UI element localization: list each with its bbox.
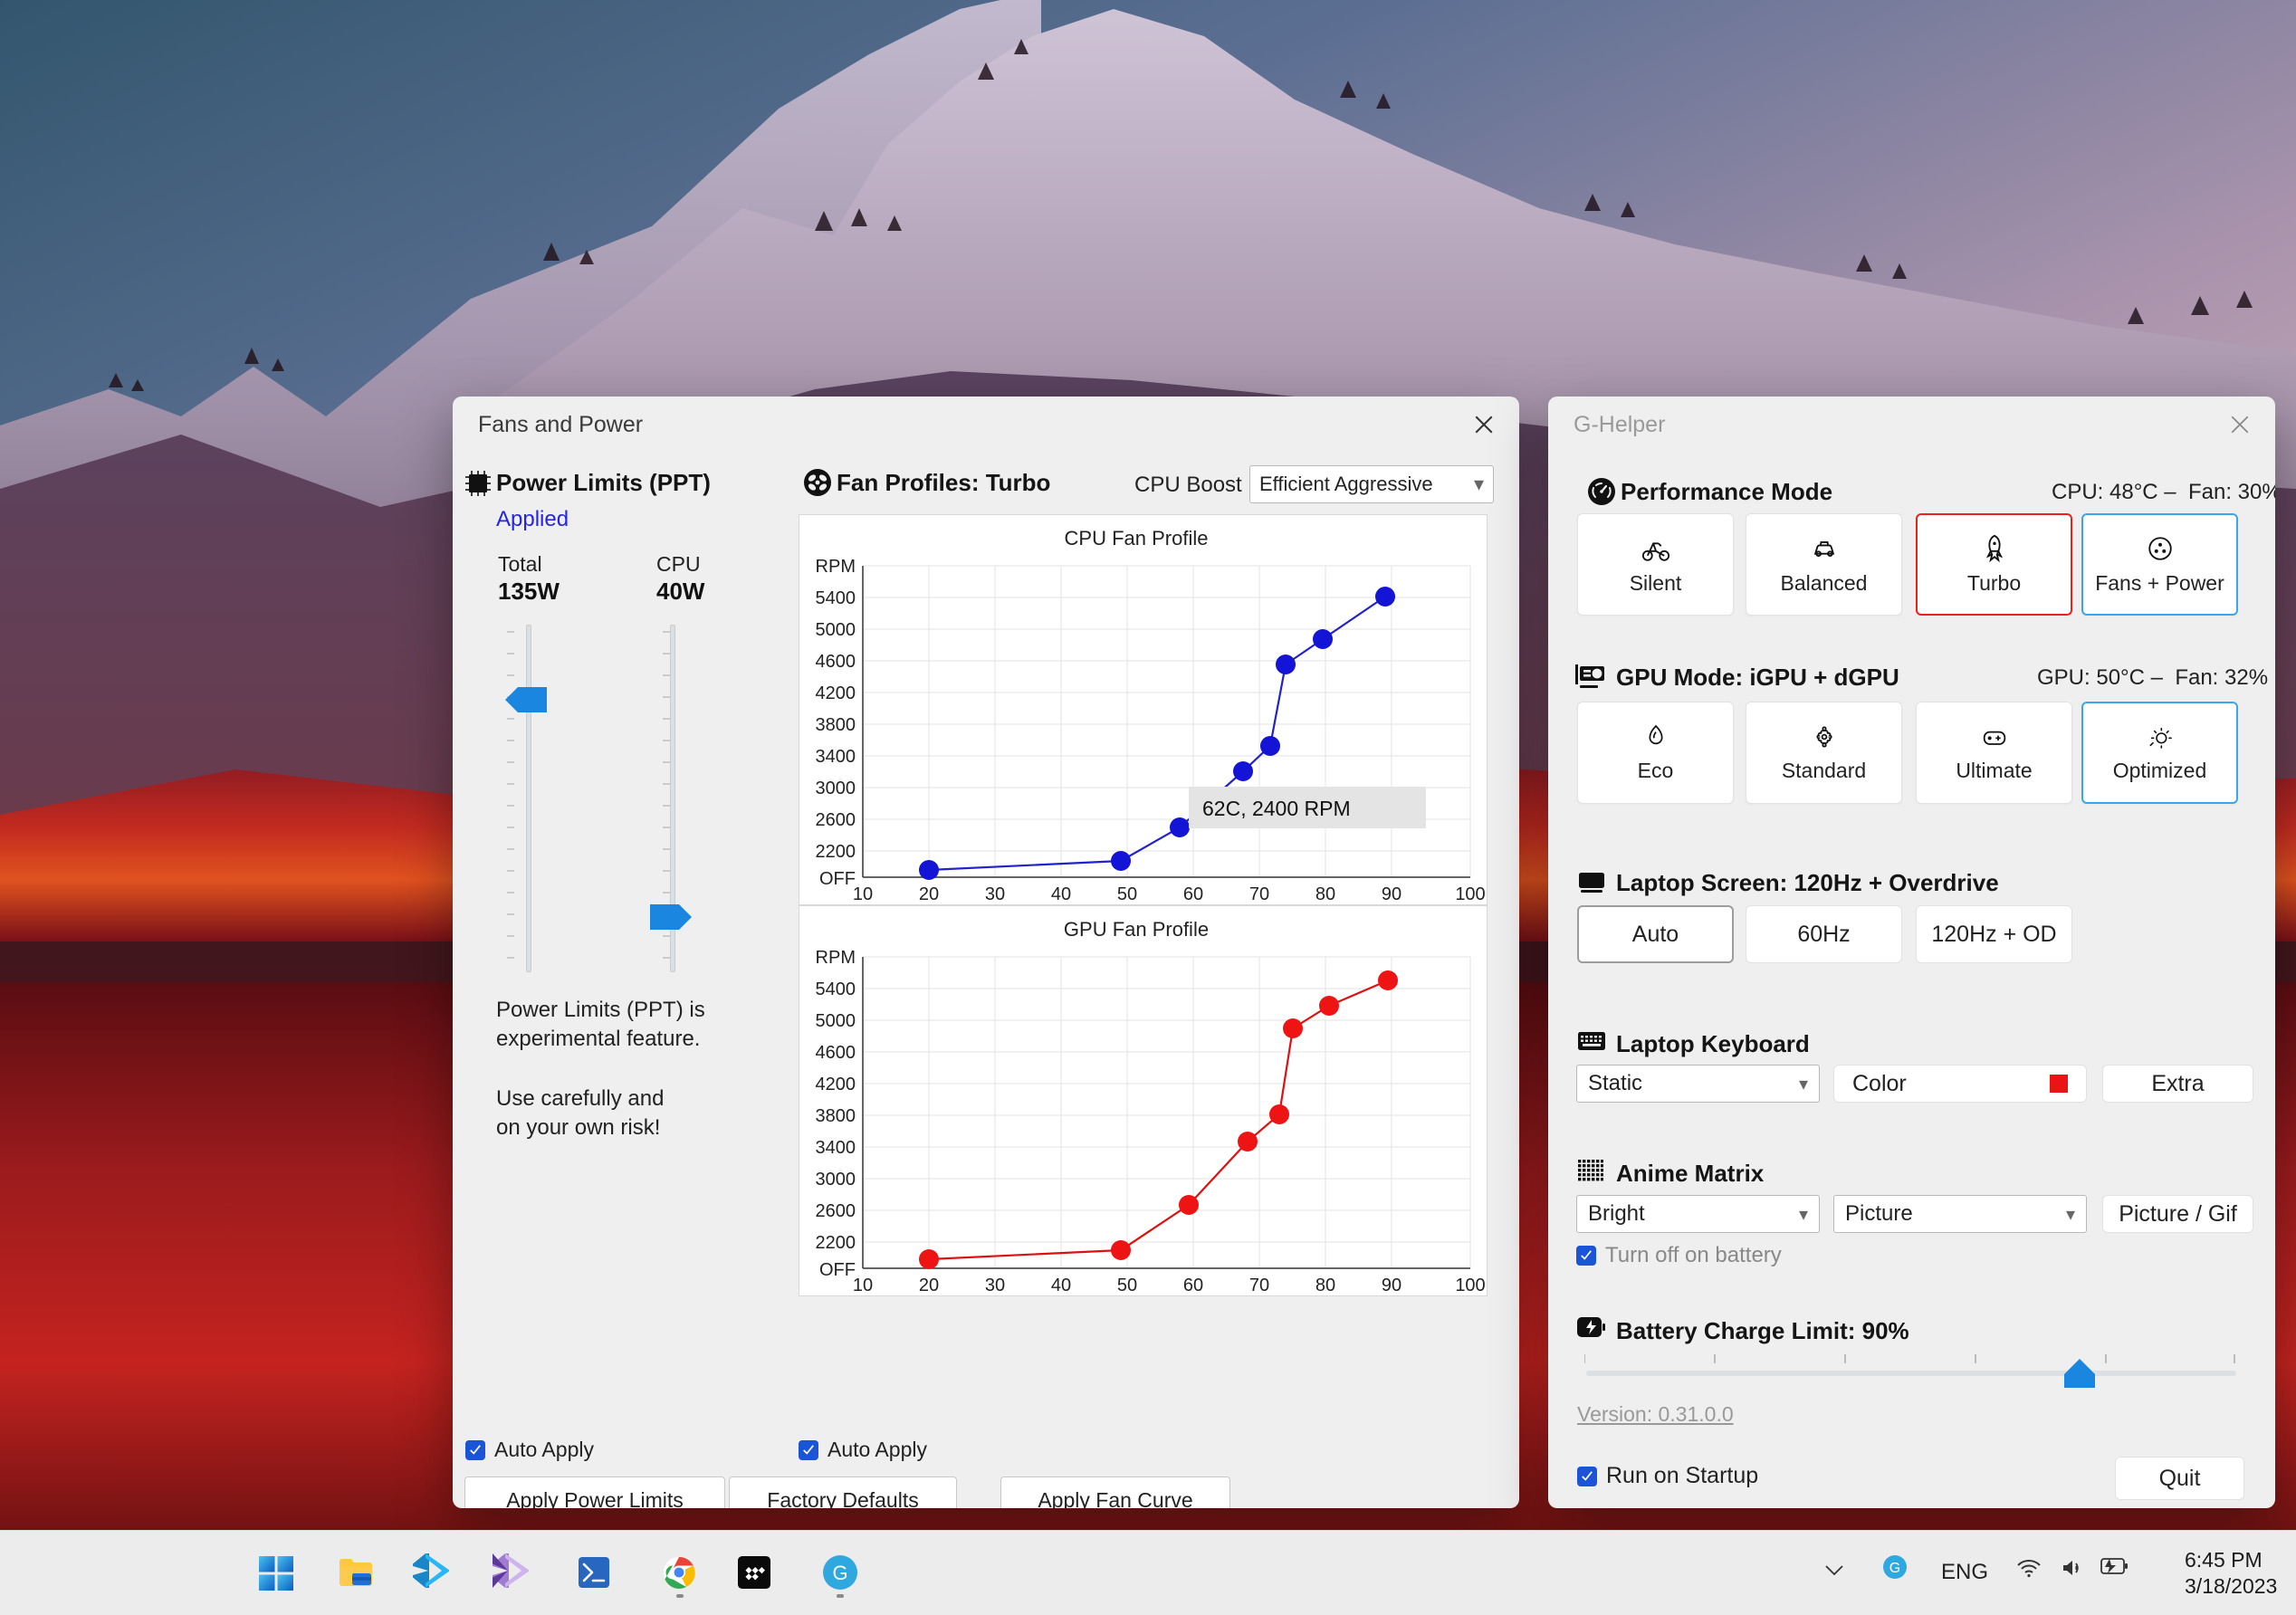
svg-text:3800: 3800 (816, 715, 856, 735)
svg-text:CPU Fan Profile: CPU Fan Profile (1065, 527, 1209, 549)
svg-text:4600: 4600 (816, 652, 856, 672)
svg-text:5000: 5000 (816, 1011, 856, 1031)
svg-text:3400: 3400 (816, 1138, 856, 1158)
svg-text:10: 10 (853, 884, 873, 904)
svg-text:RPM: RPM (816, 948, 856, 968)
svg-text:G: G (832, 1562, 847, 1584)
svg-text:5000: 5000 (816, 620, 856, 640)
svg-text:20: 20 (919, 884, 939, 904)
svg-text:60: 60 (1183, 884, 1203, 904)
svg-text:70: 70 (1249, 1276, 1269, 1295)
svg-text:40: 40 (1051, 884, 1071, 904)
svg-text:40: 40 (1051, 1276, 1071, 1295)
svg-text:5400: 5400 (816, 588, 856, 608)
svg-text:OFF: OFF (819, 869, 856, 889)
svg-text:50: 50 (1117, 1276, 1137, 1295)
svg-text:80: 80 (1315, 884, 1335, 904)
svg-text:4200: 4200 (816, 683, 856, 703)
svg-text:10: 10 (853, 1276, 873, 1295)
svg-text:90: 90 (1382, 1276, 1402, 1295)
svg-text:100: 100 (1455, 1276, 1485, 1295)
svg-text:30: 30 (985, 1276, 1005, 1295)
svg-text:2200: 2200 (816, 842, 856, 862)
svg-text:80: 80 (1315, 1276, 1335, 1295)
svg-text:2600: 2600 (816, 1201, 856, 1221)
svg-text:62C, 2400 RPM: 62C, 2400 RPM (1202, 797, 1351, 820)
svg-text:60: 60 (1183, 1276, 1203, 1295)
svg-text:50: 50 (1117, 884, 1137, 904)
svg-text:G: G (1889, 1561, 1900, 1576)
svg-text:3000: 3000 (816, 1170, 856, 1190)
svg-text:90: 90 (1382, 884, 1402, 904)
svg-text:GPU Fan Profile: GPU Fan Profile (1064, 918, 1209, 941)
svg-text:3800: 3800 (816, 1106, 856, 1126)
svg-text:5400: 5400 (816, 980, 856, 999)
svg-text:100: 100 (1455, 884, 1485, 904)
svg-text:30: 30 (985, 884, 1005, 904)
svg-text:2200: 2200 (816, 1233, 856, 1253)
svg-text:RPM: RPM (816, 557, 856, 577)
svg-text:OFF: OFF (819, 1260, 856, 1280)
svg-text:3000: 3000 (816, 779, 856, 798)
svg-text:20: 20 (919, 1276, 939, 1295)
svg-text:4200: 4200 (816, 1075, 856, 1094)
svg-text:70: 70 (1249, 884, 1269, 904)
svg-text:3400: 3400 (816, 747, 856, 767)
svg-text:4600: 4600 (816, 1043, 856, 1063)
svg-text:2600: 2600 (816, 810, 856, 830)
